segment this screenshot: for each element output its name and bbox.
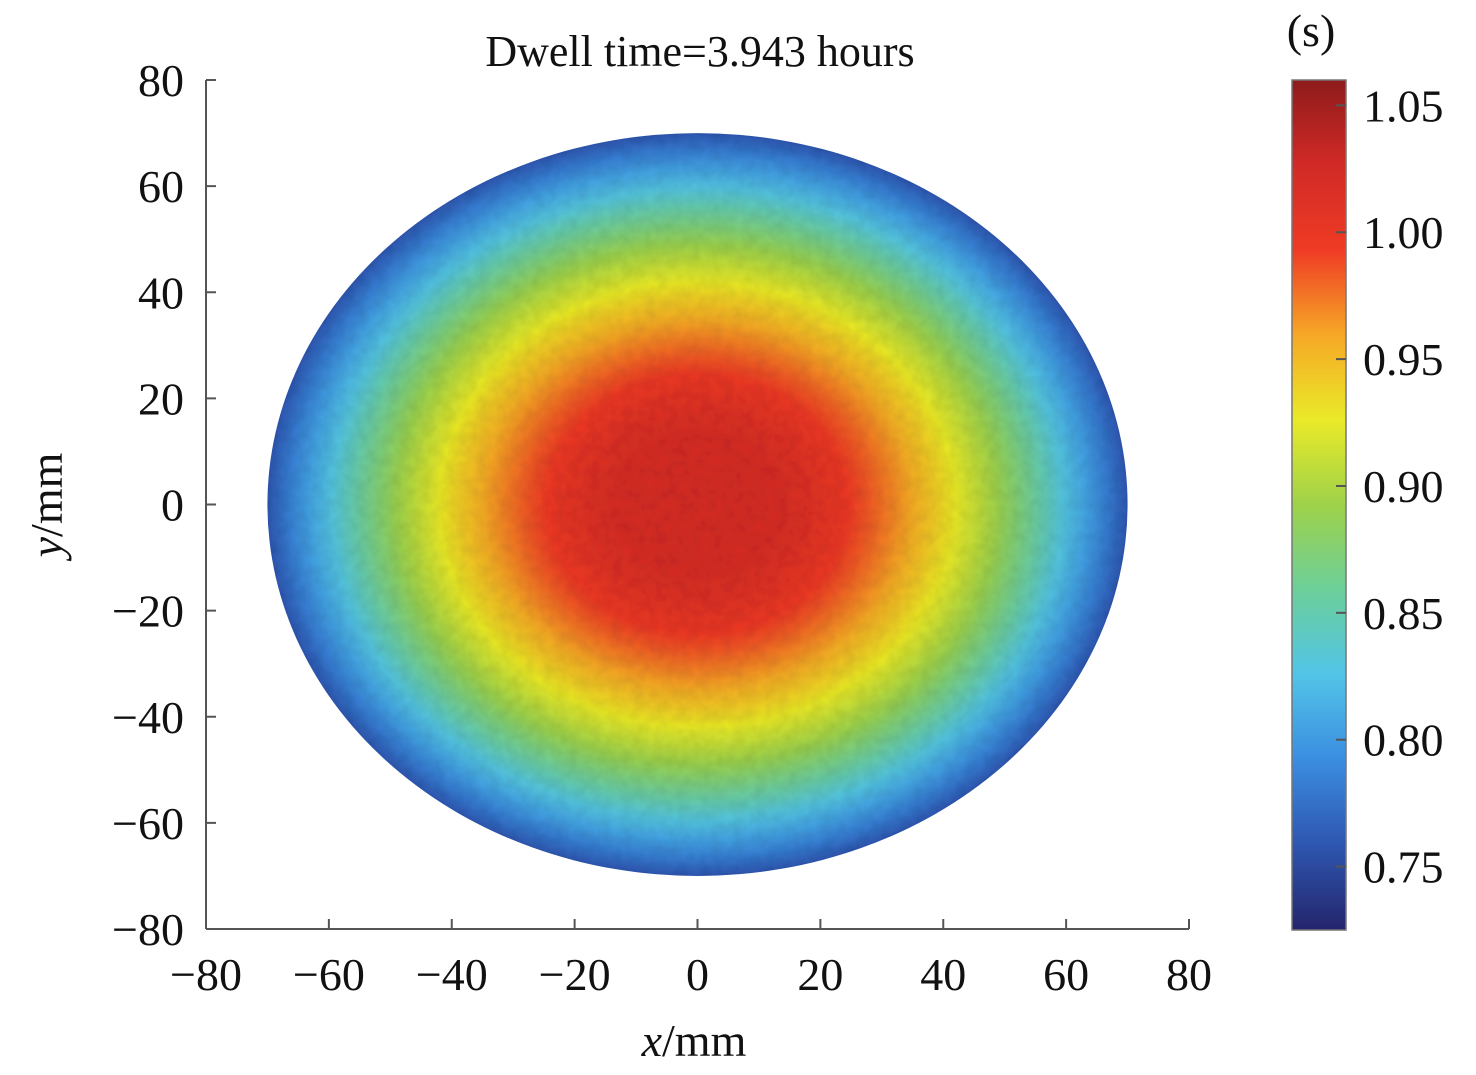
x-axis-ticks: −80 −60 −40 −20 0 20 40 60 80 [170, 919, 1212, 1000]
x-tick-label: −80 [170, 949, 242, 1000]
colorbar-unit: (s) [1287, 5, 1336, 56]
x-tick-label: 20 [797, 949, 843, 1000]
heatmap-area [267, 133, 1128, 876]
colorbar-tick-label: 1.00 [1363, 207, 1444, 258]
x-axis-label: x/mm [641, 1015, 747, 1066]
y-axis-label: y/mm [21, 452, 72, 561]
chart-title: Dwell time=3.943 hours [485, 27, 914, 76]
colorbar-gradient [1291, 79, 1347, 931]
x-tick-label: 0 [686, 949, 709, 1000]
y-tick-label: 0 [161, 480, 184, 531]
colorbar-tick-label: 0.90 [1363, 461, 1444, 512]
colorbar-tick-label: 0.95 [1363, 334, 1444, 385]
y-tick-label: 20 [138, 373, 184, 424]
colorbar-tick-label: 0.85 [1363, 588, 1444, 639]
y-tick-label: −40 [112, 692, 184, 743]
x-tick-label: −60 [293, 949, 365, 1000]
colorbar-ticks: 1.05 1.00 0.95 0.90 0.85 0.80 0.75 [1336, 80, 1444, 893]
y-tick-label: −20 [112, 586, 184, 637]
y-axis-ticks: 80 60 40 20 0 −20 −40 −60 −80 [112, 55, 216, 955]
y-tick-label: −60 [112, 798, 184, 849]
colorbar-tick-label: 0.75 [1363, 842, 1444, 893]
heatmap-disc [267, 133, 1128, 876]
x-tick-label: 60 [1043, 949, 1089, 1000]
y-tick-label: 40 [138, 267, 184, 318]
x-tick-label: 40 [920, 949, 966, 1000]
x-tick-label: −20 [539, 949, 611, 1000]
y-tick-label: 60 [138, 161, 184, 212]
colorbar: (s) 1.05 1.00 0.95 0.90 0.85 0.80 0.75 [1287, 5, 1444, 931]
x-tick-label: −40 [416, 949, 488, 1000]
y-tick-label: 80 [138, 55, 184, 106]
colorbar-tick-label: 0.80 [1363, 715, 1444, 766]
colorbar-tick-label: 1.05 [1363, 80, 1444, 131]
y-tick-label: −80 [112, 904, 184, 955]
x-tick-label: 80 [1166, 949, 1212, 1000]
